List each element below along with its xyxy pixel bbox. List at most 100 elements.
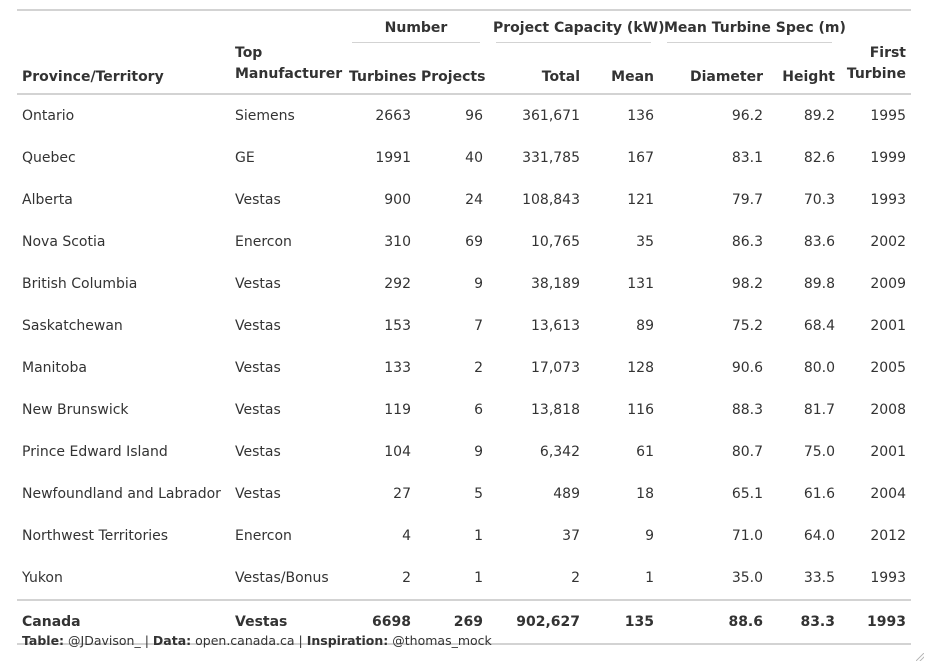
cell-projects: 96 [465,108,483,124]
cell-height: 61.6 [803,486,835,502]
cell-first-turbine: 2002 [870,234,906,250]
cell-capacity-mean: 1 [645,570,654,586]
cell-turbines: 27 [393,486,411,502]
cell-diameter: 90.6 [731,360,763,376]
col-header-projects: Projects [416,43,488,95]
cell-turbines: 6698 [344,599,416,645]
cell-manufacturer: Vestas [235,318,281,334]
cell-projects: 2 [474,360,483,376]
cell-projects: 24 [465,192,483,208]
cell-projects: 1 [474,570,483,586]
table-row: New Brunswick Vestas 119 6 13,818 116 88.3 81.7… [17,389,911,431]
table-row: Prince Edward Island Vestas 104 9 6,342 61 80.… [17,431,911,473]
cell-turbines: 119 [384,402,411,418]
cell-province: Prince Edward Island [22,444,168,460]
cell-capacity-total: 331,785 [522,150,580,166]
cell-first-turbine: 1993 [870,570,906,586]
cell-projects: 9 [474,276,483,292]
cell-province: Canada [17,599,230,645]
cell-turbines: 133 [384,360,411,376]
cell-first-turbine: 2009 [870,276,906,292]
cell-capacity-total: 17,073 [531,360,580,376]
cell-capacity-mean: 89 [636,318,654,334]
table-body: Ontario Siemens 2663 96 361,671 136 96.2 89.2 19… [17,94,911,645]
spanner-number-rule [352,42,480,43]
cell-manufacturer: Vestas [235,360,281,376]
table-row: Saskatchewan Vestas 153 7 13,613 89 75.2 68.4 20… [17,305,911,347]
cell-projects: 269 [416,599,488,645]
cell-projects: 6 [474,402,483,418]
cell-capacity-total: 37 [562,528,580,544]
col-header-first-turbine: First Turbine [840,43,911,95]
table-row: Northwest Territories Enercon 4 1 37 9 71.0 64.… [17,515,911,557]
cell-height: 83.6 [803,234,835,250]
cell-capacity-mean: 18 [636,486,654,502]
cell-height: 81.7 [803,402,835,418]
cell-capacity-mean: 35 [636,234,654,250]
table-row: Newfoundland and Labrador Vestas 27 5 489 18 6… [17,473,911,515]
cell-manufacturer: Vestas [230,599,344,645]
cell-capacity-mean: 135 [585,599,659,645]
cell-province: Quebec [22,150,76,166]
cell-turbines: 900 [384,192,411,208]
spanner-turbine-spec-rule [667,42,832,43]
cell-manufacturer: Siemens [235,108,295,124]
wind-turbine-table-container: Number Project Capacity (kW) Mean Turbin… [17,9,911,645]
cell-first-turbine: 2008 [870,402,906,418]
cell-diameter: 35.0 [731,570,763,586]
cell-diameter: 88.6 [659,599,768,645]
cell-manufacturer: Vestas [235,276,281,292]
cell-capacity-mean: 116 [627,402,654,418]
cell-first-turbine: 1993 [840,599,911,645]
cell-projects: 40 [465,150,483,166]
cell-diameter: 98.2 [731,276,763,292]
cell-turbines: 310 [384,234,411,250]
cell-height: 89.2 [803,108,835,124]
total-row: Canada Vestas 6698 269 902,627 135 88.6 … [17,599,911,645]
resize-grip-icon[interactable] [916,653,924,661]
cell-diameter: 71.0 [731,528,763,544]
cell-province: British Columbia [22,276,138,292]
cell-height: 68.4 [803,318,835,334]
cell-manufacturer: Vestas [235,486,281,502]
cell-turbines: 292 [384,276,411,292]
cell-capacity-total: 13,818 [531,402,580,418]
col-header-mean: Mean [585,43,659,95]
cell-height: 80.0 [803,360,835,376]
cell-province: Alberta [22,192,73,208]
wind-turbine-table: Number Project Capacity (kW) Mean Turbin… [17,9,911,645]
cell-province: Nova Scotia [22,234,106,250]
table-row: Quebec GE 1991 40 331,785 167 83.1 82.6 1999 [17,137,911,179]
cell-first-turbine: 2001 [870,444,906,460]
table-row: British Columbia Vestas 292 9 38,189 131 98.2 8… [17,263,911,305]
cell-turbines: 104 [384,444,411,460]
cell-height: 64.0 [803,528,835,544]
cell-province: Manitoba [22,360,87,376]
cell-diameter: 86.3 [731,234,763,250]
cell-projects: 5 [474,486,483,502]
cell-projects: 7 [474,318,483,334]
cell-capacity-mean: 131 [627,276,654,292]
cell-diameter: 88.3 [731,402,763,418]
cell-first-turbine: 1993 [870,192,906,208]
cell-projects: 69 [465,234,483,250]
cell-first-turbine: 2012 [870,528,906,544]
table-row: Manitoba Vestas 133 2 17,073 128 90.6 80.0 2005 [17,347,911,389]
cell-capacity-mean: 121 [627,192,654,208]
cell-first-turbine: 1995 [870,108,906,124]
cell-capacity-mean: 128 [627,360,654,376]
table-row: Ontario Siemens 2663 96 361,671 136 96.2 89.2 19… [17,94,911,137]
cell-manufacturer: Enercon [235,528,292,544]
table-row: Yukon Vestas/Bonus 2 1 2 1 35.0 33.5 1993 [17,557,911,600]
cell-turbines: 1991 [375,150,411,166]
cell-province: Yukon [22,570,63,586]
cell-capacity-total: 108,843 [522,192,580,208]
cell-capacity-mean: 167 [627,150,654,166]
col-header-province: Province/Territory [17,43,230,95]
cell-diameter: 83.1 [731,150,763,166]
cell-capacity-total: 902,627 [488,599,585,645]
cell-manufacturer: Vestas/Bonus [235,570,329,586]
cell-province: New Brunswick [22,402,129,418]
cell-projects: 9 [474,444,483,460]
cell-height: 89.8 [803,276,835,292]
